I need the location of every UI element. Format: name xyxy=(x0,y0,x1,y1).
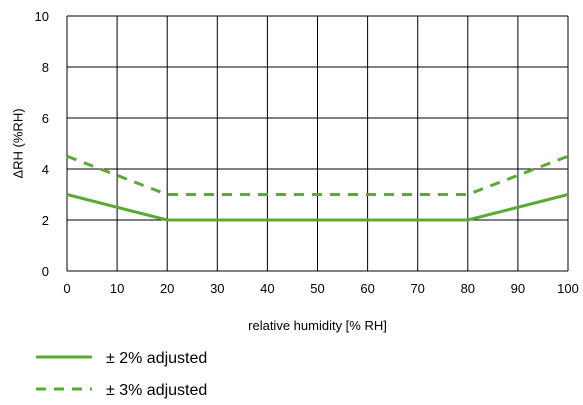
grid xyxy=(66,15,569,272)
x-tick-label: 60 xyxy=(360,281,374,296)
y-tick-label: 6 xyxy=(42,111,49,126)
series-lines xyxy=(66,154,570,222)
tick-labels: 0 10 20 30 40 50 60 70 80 90 100 0 2 4 6 8 10 xyxy=(35,9,579,296)
x-tick-label: 40 xyxy=(260,281,274,296)
x-axis-title: relative humidity [% RH] xyxy=(248,318,387,333)
legend-item-series-1: ± 2% adjusted xyxy=(36,350,207,367)
x-tick-label: 90 xyxy=(511,281,525,296)
series-2-point xyxy=(166,193,169,196)
x-tick-label: 10 xyxy=(110,281,124,296)
x-tick-label: 30 xyxy=(210,281,224,296)
y-tick-label: 10 xyxy=(35,9,49,24)
y-axis-title: ΔRH (%RH) xyxy=(10,108,25,178)
y-tick-label: 2 xyxy=(42,213,49,228)
x-tick-label: 80 xyxy=(461,281,475,296)
series-line-2 xyxy=(66,154,569,196)
x-tick-label: 70 xyxy=(410,281,424,296)
legend-item-series-2: ± 3% adjusted xyxy=(36,382,207,399)
y-tick-label: 8 xyxy=(42,60,49,75)
y-tick-label: 4 xyxy=(42,162,49,177)
series-2-point xyxy=(66,155,69,158)
x-tick-label: 20 xyxy=(160,281,174,296)
legend-label-series-1: ± 2% adjusted xyxy=(106,350,207,367)
series-2-point xyxy=(466,193,469,196)
x-tick-label: 50 xyxy=(310,281,324,296)
series-1-point xyxy=(466,219,469,222)
series-1-point xyxy=(567,193,570,196)
legend-label-series-2: ± 3% adjusted xyxy=(106,382,207,399)
x-tick-label: 0 xyxy=(63,281,70,296)
y-tick-label: 0 xyxy=(42,264,49,279)
legend: ± 2% adjusted ± 3% adjusted xyxy=(36,350,207,399)
x-tick-label: 100 xyxy=(557,281,579,296)
series-2-point xyxy=(567,155,570,158)
series-1-point xyxy=(66,193,69,196)
series-line-1 xyxy=(66,193,569,222)
series-1-point xyxy=(166,219,169,222)
